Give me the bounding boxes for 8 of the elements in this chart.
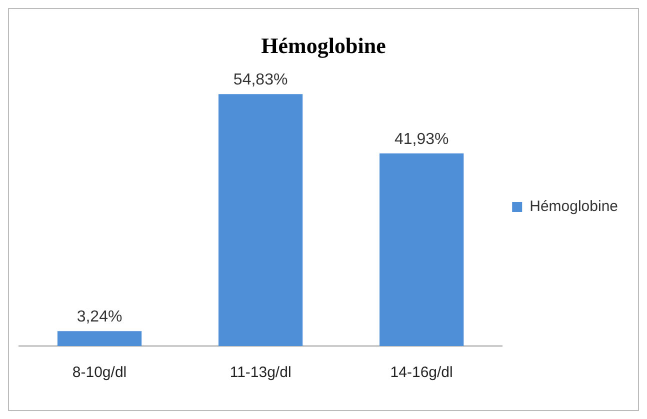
- data-label: 3,24%: [76, 308, 122, 326]
- legend-label: Hémoglobine: [530, 198, 618, 216]
- chart-title: Hémoglobine: [261, 32, 386, 58]
- x-tick-label: 8-10g/dl: [72, 364, 127, 382]
- x-tick-label: 14-16g/dl: [390, 364, 453, 382]
- data-label: 41,93%: [394, 130, 449, 148]
- x-tick-label: 11-13g/dl: [230, 364, 292, 382]
- data-label: 54,83%: [233, 72, 288, 89]
